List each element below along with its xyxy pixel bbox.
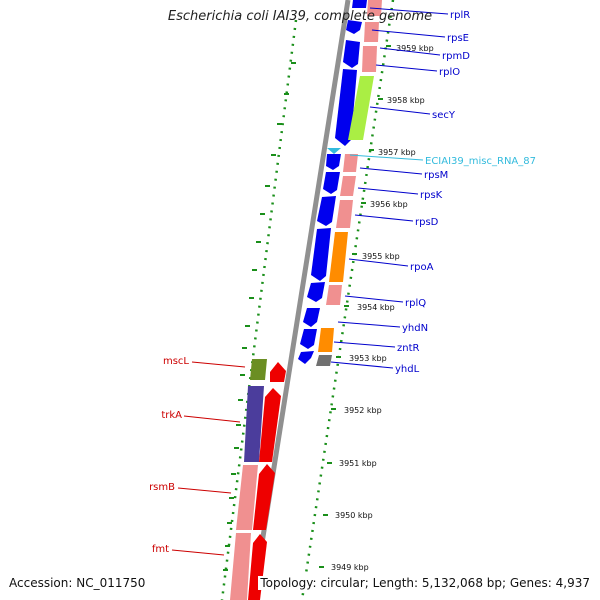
tick-label: 3950 kbp (335, 511, 373, 520)
gene-block (364, 22, 379, 42)
gene-block (250, 359, 267, 380)
gene-block (362, 46, 377, 72)
gene-label: rpsM (424, 170, 448, 181)
gene-arrow (343, 40, 360, 68)
tick-label: 3949 kbp (331, 563, 369, 572)
gene-arrow (311, 228, 331, 281)
gene-label: rpoA (410, 262, 434, 273)
tick-label: 3954 kbp (357, 303, 395, 312)
gene-label: rpsK (420, 190, 443, 201)
gene-arrow (270, 362, 286, 382)
tick-label: 3956 kbp (370, 200, 408, 209)
secondary-blocks (316, 0, 382, 366)
tick-label: 3955 kbp (362, 252, 400, 261)
forward-gene-labels: rplR rpsE rpmD rplO secY ECIAI39_misc_RN… (395, 10, 536, 375)
gene-block (348, 76, 374, 140)
gene-block (318, 328, 334, 352)
forward-genes (298, 0, 367, 364)
gene-label: rplO (439, 67, 460, 78)
gene-block (343, 154, 358, 172)
gene-label: ECIAI39_misc_RNA_87 (425, 156, 536, 167)
gene-arrow (303, 308, 320, 327)
gene-arrow (352, 0, 367, 8)
gene-arrow (307, 282, 325, 302)
gene-label: rplR (450, 10, 470, 21)
gene-label: rsmB (149, 482, 175, 493)
gene-label: trkA (161, 410, 182, 421)
inner-ruler-dashes (223, 62, 296, 571)
gene-arrow (298, 351, 314, 364)
gene-arrow (300, 329, 317, 349)
reverse-gene-labels: mscL trkA rsmB fmt (149, 356, 189, 555)
gene-label: rpsE (447, 33, 469, 44)
gene-block (326, 285, 342, 305)
gene-block (230, 533, 251, 600)
gene-arrow (259, 388, 281, 462)
gene-label: zntR (397, 343, 420, 354)
map-title: Escherichia coli IAI39, complete genome (167, 9, 433, 24)
gene-block (316, 355, 332, 366)
gene-label: rplQ (405, 298, 426, 309)
topology-text: Topology: circular; Length: 5,132,068 bp… (258, 576, 590, 590)
reverse-genes (230, 359, 286, 600)
accession-text: Accession: NC_011750 (9, 576, 146, 590)
gene-label: yhdL (395, 364, 420, 375)
gene-block (336, 200, 353, 228)
tick-label: 3958 kbp (387, 96, 425, 105)
tick-label: 3957 kbp (378, 148, 416, 157)
ruler-ticks (319, 45, 391, 568)
gene-label: rpmD (442, 51, 470, 62)
gene-label: yhdN (402, 323, 428, 334)
gene-label: mscL (163, 356, 189, 367)
gene-block (244, 386, 264, 462)
gene-block (329, 232, 348, 282)
gene-arrow (326, 154, 341, 170)
ncrna-label-line (349, 154, 424, 161)
gene-arrow (323, 172, 340, 194)
tick-label: 3953 kbp (349, 354, 387, 363)
outer-ruler-line (300, 0, 395, 600)
gene-block (340, 176, 356, 196)
gene-arrow (346, 20, 362, 34)
tick-label: 3952 kbp (344, 406, 382, 415)
gene-block (236, 465, 258, 530)
gene-label: secY (432, 110, 456, 121)
ncrna-marker (327, 148, 341, 154)
tick-labels: 3959 kbp 3958 kbp 3957 kbp 3956 kbp 3955… (331, 44, 434, 572)
gene-label: rpsD (415, 217, 439, 228)
inner-ruler-line (220, 19, 298, 600)
tick-label: 3959 kbp (396, 44, 434, 53)
gene-arrow (248, 534, 267, 600)
forward-label-lines (330, 7, 449, 369)
gene-arrow (317, 196, 336, 226)
gene-label: fmt (152, 544, 169, 555)
gene-arrow (253, 464, 275, 530)
reverse-label-lines (171, 361, 246, 556)
tick-label: 3951 kbp (339, 459, 377, 468)
